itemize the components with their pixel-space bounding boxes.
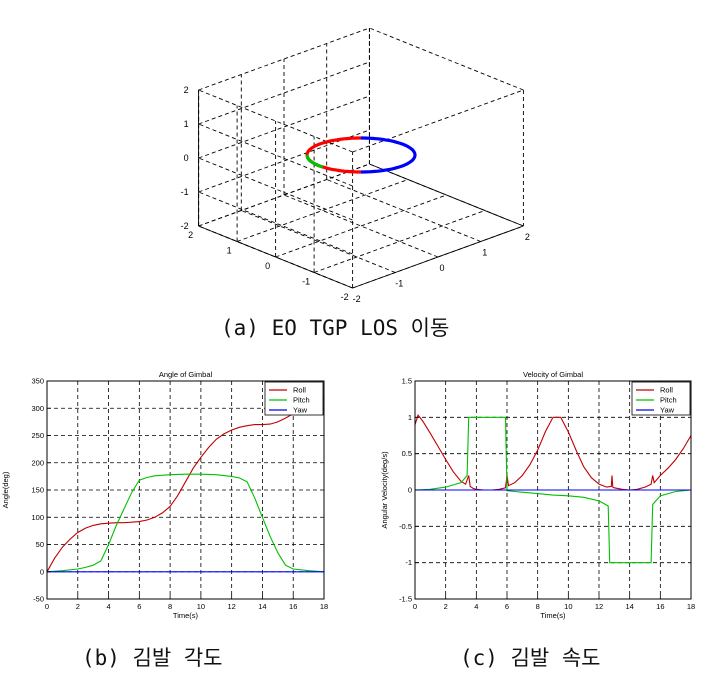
chart-title: Velocity of Gimbal	[523, 370, 583, 379]
z-tick-label: 1	[184, 119, 189, 129]
legend-label-pitch: Pitch	[660, 396, 677, 405]
chart-c-velocity: 0 2 4 6 8 10 12 14 16 18 -1.5 -1 -0.5 0 0.5 1 1.5 Velocit…	[380, 370, 695, 620]
box-edge	[352, 89, 524, 153]
x-tick-label: 4	[106, 602, 110, 611]
y-tick-label: -1.5	[399, 595, 412, 604]
ring-segment-1	[305, 154, 324, 169]
x-tick-label: 2	[444, 602, 448, 611]
x-tick-label: 2	[76, 602, 80, 611]
x-tick-label: 0	[413, 602, 417, 611]
y-tick-label: 1	[227, 246, 232, 256]
x-tick-label: 16	[289, 602, 297, 611]
wall-grid-line	[198, 191, 353, 255]
z-tick-label: -2	[181, 221, 189, 231]
x-tick-label: 0	[439, 263, 444, 273]
chart-title: Angle of Gimbal	[159, 370, 213, 379]
x-tick-label: 14	[258, 602, 266, 611]
y-tick-label: 350	[31, 377, 44, 386]
floor-grid-line	[236, 179, 409, 242]
ring-segment-2	[361, 136, 417, 174]
legend-box	[264, 381, 324, 416]
series-line-pitch	[414, 416, 692, 564]
floor-edge	[369, 163, 524, 227]
y-tick-label: 100	[31, 513, 44, 522]
x-axis-label: Time(s)	[173, 611, 199, 620]
y-tick-label: -0.5	[399, 522, 412, 531]
wall-grid-line	[198, 95, 370, 159]
x-tick-label: 1	[482, 248, 487, 258]
y-axis-line	[198, 225, 353, 289]
caption-c: (c) 김발 속도	[460, 646, 601, 670]
wall-grid-line	[198, 129, 370, 193]
y-tick-label: 0	[40, 567, 44, 576]
y-tick-label: 150	[31, 486, 44, 495]
x-tick-label: 2	[525, 232, 530, 242]
x-axis-line	[352, 225, 524, 289]
floor-grid-line	[275, 194, 447, 258]
x-tick-label: 6	[137, 602, 141, 611]
legend-label-roll: Roll	[293, 386, 306, 395]
x-tick-label: 8	[536, 602, 540, 611]
x-tick-label: 16	[656, 602, 664, 611]
floor-grid-line	[283, 194, 439, 258]
x-tick-label: -1	[395, 279, 403, 289]
legend-label-yaw: Yaw	[293, 406, 308, 415]
y-tick-label: 0	[408, 486, 412, 495]
x-tick-label: 18	[320, 602, 328, 611]
z-tick-label: 0	[184, 153, 189, 163]
y-tick-label: 1	[408, 413, 412, 422]
legend-label-roll: Roll	[660, 386, 673, 395]
box-edge	[369, 27, 524, 91]
series-line-pitch	[46, 473, 325, 573]
wall-grid-line	[198, 163, 370, 227]
y-tick-label: 200	[31, 458, 44, 467]
y-tick-label: 50	[36, 540, 44, 549]
x-tick-label: -2	[353, 294, 361, 304]
plot-area	[47, 381, 324, 599]
z-tick-label: 2	[184, 85, 189, 95]
x-tick-label: 0	[45, 602, 49, 611]
caption-a: (a) EO TGP LOS 이동	[221, 316, 450, 340]
y-tick-label: 1.5	[402, 377, 412, 386]
x-tick-label: 18	[687, 602, 695, 611]
floor-grid-line	[313, 210, 486, 273]
x-tick-label: 12	[595, 602, 603, 611]
x-tick-label: 6	[505, 602, 509, 611]
y-axis-label: Angle(deg)	[1, 471, 10, 508]
chart-b-angle: 0 2 4 6 8 10 12 14 16 18-50050100150200250300350A…	[1, 370, 328, 620]
x-axis-label: Time(s)	[540, 611, 566, 620]
x-tick-label: 4	[474, 602, 478, 611]
wall-grid-line	[198, 27, 370, 91]
y-tick-label: 2	[188, 230, 193, 240]
y-tick-label: -50	[33, 595, 44, 604]
x-tick-label: 8	[168, 602, 172, 611]
y-tick-label: 0.5	[402, 449, 412, 458]
y-tick-label: -1	[302, 277, 310, 287]
y-axis-label: Angular Velocity(deg/s)	[380, 451, 389, 529]
x-tick-label: 12	[227, 602, 235, 611]
y-tick-label: 0	[265, 261, 270, 271]
legend-box	[631, 381, 691, 416]
legend-label-yaw: Yaw	[660, 406, 675, 415]
x-tick-label: 10	[564, 602, 572, 611]
series-line-roll	[46, 397, 325, 573]
y-tick-label: -2	[341, 292, 349, 302]
x-tick-label: 10	[197, 602, 205, 611]
caption-b: (b) 김발 각도	[82, 646, 223, 670]
wall-grid-line	[198, 61, 370, 125]
x-tick-label: 14	[625, 602, 633, 611]
series-line-roll	[414, 414, 692, 491]
y-tick-label: 250	[31, 431, 44, 440]
z-tick-label: -1	[181, 187, 189, 197]
y-tick-label: -1	[405, 558, 412, 567]
legend-label-pitch: Pitch	[293, 396, 310, 405]
y-tick-label: 300	[31, 404, 44, 413]
